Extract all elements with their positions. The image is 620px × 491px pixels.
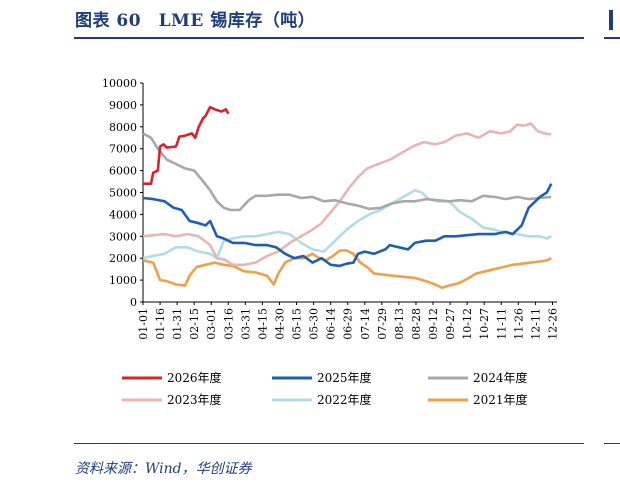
x-tick-label: 12-26 xyxy=(546,308,559,340)
x-tick-label: 01-01 xyxy=(137,308,150,340)
x-tick-label: 01-16 xyxy=(154,308,167,340)
x-tick-label: 08-13 xyxy=(393,308,406,340)
x-tick-label: 11-26 xyxy=(512,308,525,340)
x-tick-label: 09-27 xyxy=(444,308,457,340)
y-tick-label: 7000 xyxy=(109,143,137,156)
x-tick-label: 05-30 xyxy=(308,308,321,340)
chart-series xyxy=(142,105,553,290)
x-tick-label: 03-16 xyxy=(222,308,235,340)
source-note: 资料来源：Wind，华创证券 xyxy=(75,461,252,477)
source-rule xyxy=(74,443,584,444)
x-tick-label: 03-31 xyxy=(239,308,252,340)
x-tick-label: 11-11 xyxy=(495,308,508,340)
adjacent-panel-rule-bottom xyxy=(604,443,620,444)
x-tick-label: 12-11 xyxy=(529,308,542,340)
series-line-2021年度 xyxy=(142,249,552,290)
line-chart: 0 1000 2000 3000 4000 5000 6000 7000 8000 9000 100… xyxy=(102,77,559,407)
x-tick-label: 09-12 xyxy=(427,308,440,340)
legend-label: 2026年度 xyxy=(167,370,222,385)
x-tick-label: 04-30 xyxy=(273,308,286,340)
x-tick-label: 10-12 xyxy=(461,308,474,340)
y-tick-label: 8000 xyxy=(109,121,137,134)
x-tick-label: 05-15 xyxy=(291,308,304,340)
title-rule xyxy=(74,37,584,39)
x-tick-label: 03-01 xyxy=(205,308,218,340)
legend-label: 2024年度 xyxy=(473,370,528,385)
x-tick-label: 07-29 xyxy=(376,308,389,340)
adjacent-panel-marker xyxy=(609,10,613,30)
legend-label: 2025年度 xyxy=(317,370,372,385)
x-tick-label: 07-14 xyxy=(359,308,372,340)
series-line-2023年度 xyxy=(142,122,552,267)
legend-label: 2021年度 xyxy=(473,392,528,407)
series-line-2022年度 xyxy=(142,189,552,260)
x-tick-label: 02-15 xyxy=(188,308,201,340)
legend-label: 2022年度 xyxy=(317,392,372,407)
chart-legend: 2026年度 2025年度 2024年度 2023年度 2022年度 2021年度 xyxy=(122,370,528,407)
chart-axes: 0 1000 2000 3000 4000 5000 6000 7000 8000 9000 100… xyxy=(102,77,559,340)
y-tick-label: 2000 xyxy=(109,252,137,265)
x-tick-label: 08-28 xyxy=(410,308,423,340)
x-tick-label: 06-14 xyxy=(325,308,338,340)
x-tick-label: 04-15 xyxy=(256,308,269,340)
y-tick-label: 4000 xyxy=(109,208,137,221)
chart-title: 图表 60 LME 锡库存（吨） xyxy=(75,11,316,31)
series-line-2024年度 xyxy=(142,132,552,212)
y-tick-label: 0 xyxy=(130,296,137,309)
x-tick-label: 06-29 xyxy=(342,308,355,340)
y-tick-label: 9000 xyxy=(109,99,137,112)
y-tick-label: 10000 xyxy=(102,77,137,90)
x-tick-label: 10-27 xyxy=(478,308,491,340)
x-tick-label: 01-31 xyxy=(171,308,184,340)
adjacent-panel-rule-top xyxy=(604,37,620,39)
y-tick-label: 6000 xyxy=(109,165,137,178)
y-tick-label: 5000 xyxy=(109,187,137,200)
series-line-2026年度 xyxy=(143,105,230,185)
y-tick-label: 3000 xyxy=(109,230,137,243)
legend-label: 2023年度 xyxy=(167,392,222,407)
y-tick-label: 1000 xyxy=(109,274,137,287)
series-line-2025年度 xyxy=(142,183,553,268)
